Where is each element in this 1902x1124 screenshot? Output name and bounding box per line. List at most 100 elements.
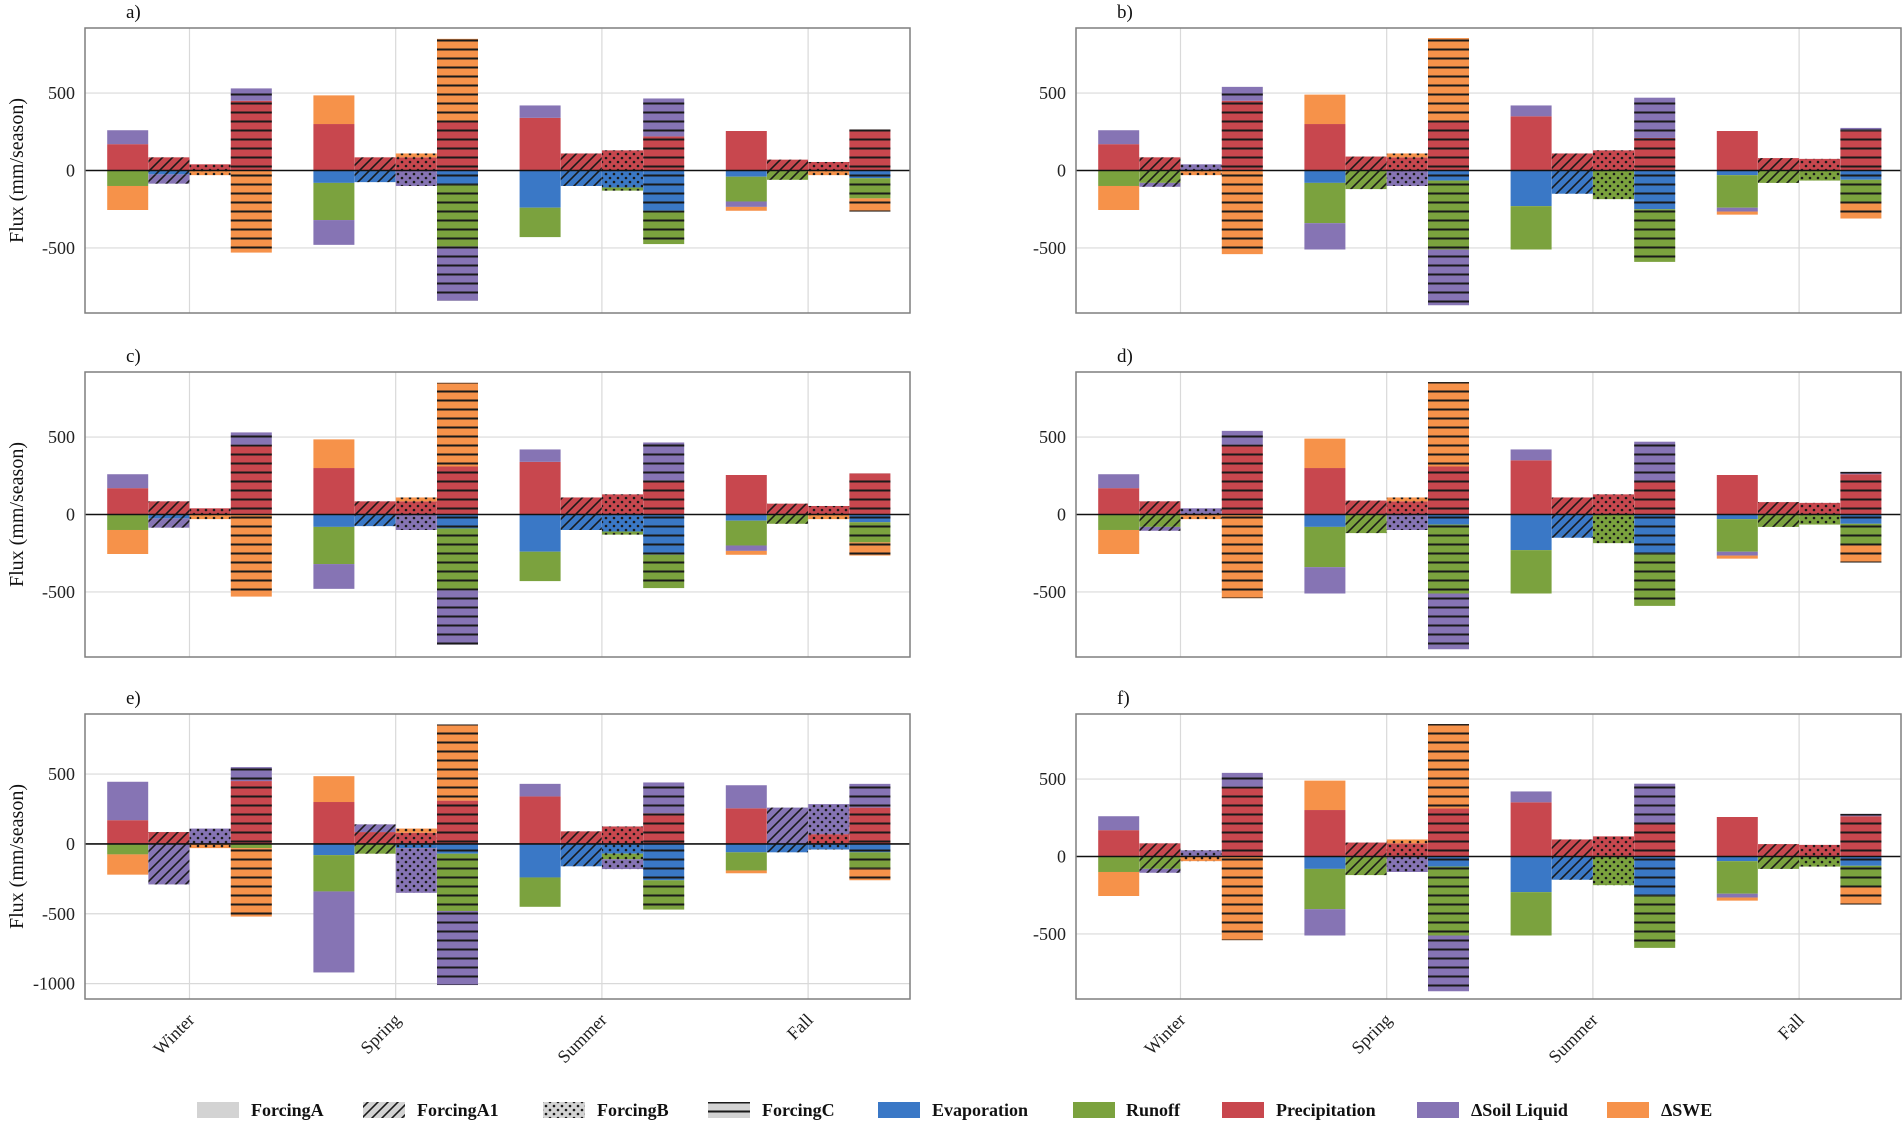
bar-summer-forcinga1-evaporation-hatch [560,843,602,867]
season-label: Summer [553,1010,610,1067]
bar-spring-forcingb-swe-hatch [395,828,437,833]
bar-summer-forcingc-runoff-hatch [643,554,685,589]
bar-summer-forcingb-precipitation-hatch [602,826,643,844]
bar-fall-forcinga-precipitation [725,475,767,515]
bar-fall-forcinga-soil [1716,551,1758,556]
axes-frame [1075,371,1902,658]
bar-fall-forcinga-swe [725,870,767,874]
y-axis-label: Flux (mm/season) [6,784,28,929]
bar-spring-forcingc-swe-hatch [437,38,478,123]
bar-winter-forcinga-runoff [107,170,149,186]
bar-winter-forcingb-precipitation-hatch [189,164,231,171]
bar-summer-forcingc-evaporation-hatch [1634,170,1676,210]
panel-b: -500 0 500 b) [1033,2,1902,314]
panel-title: d) [1117,346,1133,367]
y-tick-label: -500 [42,238,75,258]
bar-spring-forcingb-soil-hatch [1386,514,1428,530]
bar-winter-forcinga-precipitation [1098,488,1140,515]
bar-spring-forcingc-soil-hatch [1428,593,1469,650]
bar-winter-forcinga-swe [1098,529,1140,554]
bar-summer-forcinga1-evaporation-hatch [1551,856,1593,880]
bar-winter-forcingb-soil-hatch [189,828,231,844]
bar-summer-forcinga1-precipitation-hatch [1551,839,1593,857]
bar-winter-forcinga1-soil-hatch [148,518,190,528]
axes-frame [1075,27,1902,314]
season-label: Fall [1774,1010,1808,1044]
bar-spring-forcingc-soil-hatch [437,246,478,301]
y-tick-label: -500 [42,904,75,924]
bar-summer-forcinga-soil [519,449,561,462]
legend--swe-swatch [1607,1102,1649,1118]
bar-spring-forcinga-soil [313,891,355,973]
bar-spring-forcingb-soil-hatch [1386,856,1428,872]
bar-spring-forcinga1-precipitation-hatch [354,832,396,844]
panel-c: -500 0 500 c) Flux (mm/season) [6,346,911,658]
bar-fall-forcinga-precipitation [1716,475,1758,515]
bar-spring-forcingc-soil-hatch [1428,935,1469,992]
bar-winter-forcinga-soil [1098,474,1140,489]
bar-spring-forcinga-precipitation [1304,124,1346,171]
bar-summer-forcinga-precipitation [519,117,561,171]
bar-fall-forcinga-swe [725,550,767,555]
legend-runoff-swatch [1073,1102,1115,1118]
bar-spring-forcinga-precipitation [313,802,355,844]
bar-spring-forcinga-swe [313,439,355,469]
y-tick-label: 500 [48,427,75,447]
axes-frame [1075,713,1902,1000]
bar-summer-forcinga-runoff [519,551,561,582]
bar-winter-forcingc-precipitation-hatch [1221,100,1263,171]
bar-summer-forcinga1-evaporation-hatch [1551,170,1593,194]
bar-summer-forcingb-runoff-hatch [1593,170,1634,200]
bar-fall-forcingc-runoff-hatch [1840,179,1882,202]
bar-summer-forcinga-evaporation [519,514,561,552]
bar-spring-forcingb-precipitation-hatch [1386,843,1428,857]
bar-winter-forcingc-swe-hatch [1221,170,1263,255]
bar-summer-forcinga-soil [519,105,561,118]
bar-spring-forcinga1-evaporation-hatch [354,170,396,183]
bar-fall-forcingc-precipitation-hatch [1840,474,1882,515]
bar-summer-forcingc-runoff-hatch [1634,895,1676,948]
bar-winter-forcinga1-precipitation-hatch [148,832,190,844]
bar-summer-forcingb-soil-hatch [602,859,643,870]
bar-spring-forcinga-swe [1304,438,1346,469]
legend-forcinga1-label: ForcingA1 [417,1100,499,1120]
bar-winter-forcinga-runoff [1098,514,1140,530]
panel-title: f) [1117,688,1130,709]
bar-summer-forcingb-precipitation-hatch [1593,836,1634,857]
bar-summer-forcinga-evaporation [1510,170,1552,207]
bar-winter-forcingc-soil-hatch [1221,86,1263,101]
bar-winter-forcingc-soil-hatch [230,88,272,101]
bar-fall-forcinga1-soil-hatch [767,807,808,844]
y-tick-label: 0 [1057,505,1066,525]
y-axis-label: Flux (mm/season) [6,442,28,587]
bar-summer-forcingc-soil-hatch [643,442,685,481]
bar-spring-forcinga-runoff [313,182,355,221]
bar-fall-forcinga-evaporation [725,514,767,521]
bar-fall-forcingc-precipitation-hatch [849,129,891,171]
bar-fall-forcinga-evaporation [1716,856,1758,862]
bar-spring-forcingb-swe-hatch [1386,839,1428,844]
bar-spring-forcingb-swe-hatch [1386,153,1428,158]
bar-spring-forcinga-precipitation [1304,468,1346,515]
bar-fall-forcingb-precipitation-hatch [1799,158,1841,171]
bar-winter-forcingc-soil-hatch [1221,772,1263,787]
bar-spring-forcinga-soil [313,220,355,245]
y-tick-label: 500 [1039,427,1066,447]
bar-summer-forcingc-soil-hatch [643,782,685,814]
bar-summer-forcingb-evaporation-hatch [602,514,643,532]
bar-fall-forcinga-evaporation [725,843,767,853]
bar-fall-forcinga1-runoff-hatch [1758,170,1799,183]
bar-spring-forcingc-precipitation-hatch [437,800,478,844]
bar-fall-forcinga-swe [1716,897,1758,901]
bar-fall-forcingc-swe-hatch [849,868,891,881]
bar-winter-forcinga1-soil-hatch [148,843,190,885]
y-tick-label: 500 [1039,83,1066,103]
panel-f: -500 0 500 f) Winter Spring Summer Fall [1033,688,1902,1067]
legend-forcingb-label: ForcingB [597,1100,669,1120]
bar-spring-forcingc-soil-hatch [1428,249,1469,306]
bar-spring-forcinga-soil [1304,567,1346,594]
bar-winter-forcinga-runoff [1098,856,1140,872]
bar-winter-forcingb-precipitation-hatch [189,508,231,515]
bar-summer-forcingc-soil-hatch [1634,783,1676,824]
bar-summer-forcingc-runoff-hatch [1634,553,1676,606]
